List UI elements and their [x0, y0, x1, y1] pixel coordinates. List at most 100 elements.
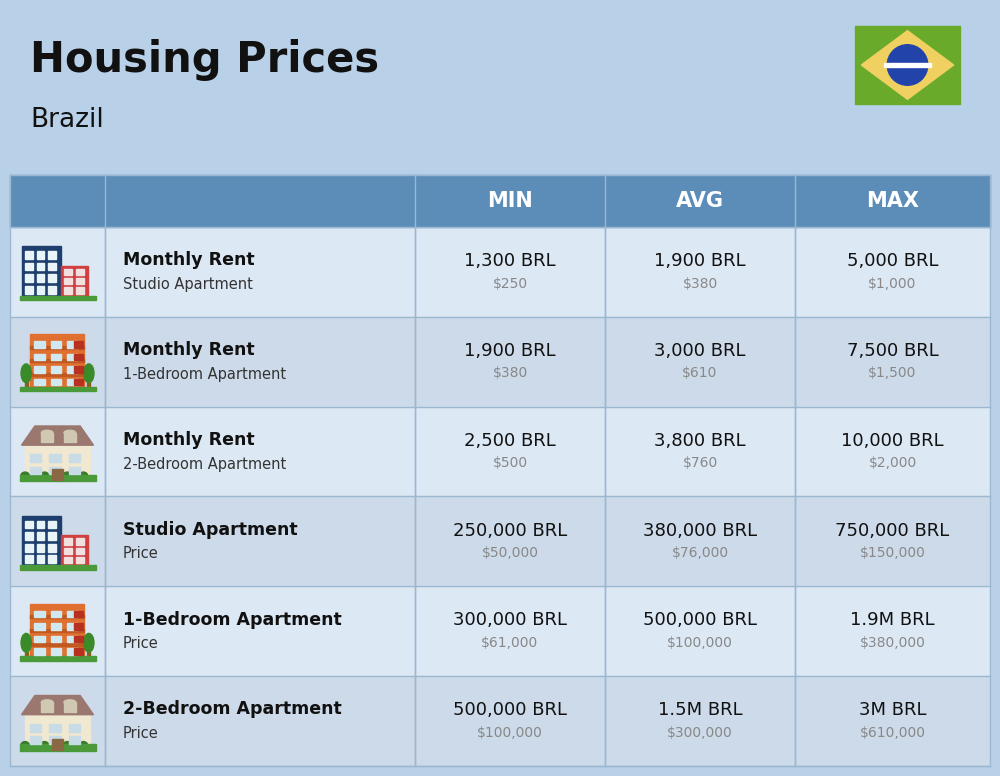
Bar	[74, 366, 83, 372]
Bar	[51, 379, 61, 386]
Bar	[30, 334, 84, 389]
Bar	[76, 287, 84, 294]
Bar	[20, 296, 96, 300]
Polygon shape	[861, 31, 954, 99]
Ellipse shape	[41, 700, 53, 705]
Bar	[34, 648, 45, 655]
Polygon shape	[22, 695, 94, 715]
Bar	[74, 648, 83, 655]
Bar	[30, 604, 84, 658]
Bar	[20, 386, 96, 391]
Bar	[30, 359, 84, 362]
Text: Monthly Rent: Monthly Rent	[123, 341, 255, 359]
Bar	[67, 623, 78, 630]
Bar	[25, 263, 33, 271]
Bar	[25, 715, 90, 750]
Bar	[30, 629, 84, 632]
Text: 2,500 BRL: 2,500 BRL	[464, 431, 556, 450]
Bar	[67, 648, 78, 655]
Bar	[61, 535, 88, 568]
Bar	[64, 548, 72, 554]
Ellipse shape	[84, 364, 94, 383]
Text: Brazil: Brazil	[30, 107, 104, 133]
Polygon shape	[22, 426, 94, 445]
Text: $380,000: $380,000	[860, 636, 925, 650]
Bar	[74, 636, 83, 643]
Ellipse shape	[40, 472, 49, 480]
Bar	[51, 611, 61, 618]
Text: $61,000: $61,000	[481, 636, 539, 650]
Bar	[67, 341, 78, 348]
Text: Housing Prices: Housing Prices	[30, 39, 379, 81]
Bar	[20, 475, 96, 481]
Ellipse shape	[21, 633, 31, 652]
Bar	[52, 469, 63, 480]
Text: AVG: AVG	[676, 191, 724, 211]
Text: $76,000: $76,000	[671, 546, 729, 560]
Bar	[64, 433, 76, 442]
Ellipse shape	[79, 472, 88, 480]
Text: $380: $380	[682, 276, 718, 290]
Ellipse shape	[21, 742, 29, 750]
Text: 500,000 BRL: 500,000 BRL	[643, 611, 757, 629]
Text: 2-Bedroom Apartment: 2-Bedroom Apartment	[123, 456, 286, 472]
Bar	[25, 556, 33, 563]
Text: 3,800 BRL: 3,800 BRL	[654, 431, 746, 450]
Text: Studio Apartment: Studio Apartment	[123, 521, 298, 539]
Bar	[69, 454, 80, 462]
Bar	[64, 702, 76, 712]
Text: Monthly Rent: Monthly Rent	[123, 251, 255, 269]
Bar	[25, 251, 33, 259]
Text: 300,000 BRL: 300,000 BRL	[453, 611, 567, 629]
Bar	[51, 366, 61, 372]
Bar	[22, 246, 61, 299]
Bar	[74, 611, 83, 618]
Bar	[41, 702, 53, 712]
Bar	[48, 544, 56, 552]
Bar	[49, 736, 61, 744]
Bar	[30, 346, 84, 349]
Bar	[37, 251, 44, 259]
Bar	[61, 265, 88, 299]
Bar	[34, 354, 45, 360]
Text: 2-Bedroom Apartment: 2-Bedroom Apartment	[123, 701, 342, 719]
Bar	[87, 383, 90, 390]
Text: $50,000: $50,000	[482, 546, 538, 560]
Bar	[30, 736, 41, 744]
Bar	[74, 341, 83, 348]
Bar	[30, 466, 41, 474]
Bar	[25, 383, 28, 390]
Bar	[22, 516, 61, 568]
Bar	[37, 556, 44, 563]
Bar	[34, 636, 45, 643]
Text: 1.5M BRL: 1.5M BRL	[658, 702, 742, 719]
Bar	[37, 544, 44, 552]
Text: MIN: MIN	[487, 191, 533, 211]
Bar	[51, 341, 61, 348]
Ellipse shape	[21, 364, 31, 383]
Bar	[25, 445, 90, 480]
Bar	[37, 521, 44, 528]
Text: $100,000: $100,000	[477, 726, 543, 740]
Bar	[30, 615, 84, 618]
Circle shape	[887, 45, 928, 85]
Ellipse shape	[63, 742, 72, 750]
Bar	[41, 433, 53, 442]
Ellipse shape	[84, 633, 94, 652]
Text: 380,000 BRL: 380,000 BRL	[643, 521, 757, 539]
Text: $760: $760	[682, 456, 718, 470]
Bar	[884, 63, 931, 68]
Bar	[10, 175, 990, 227]
Text: $610,000: $610,000	[860, 726, 926, 740]
Ellipse shape	[79, 742, 88, 750]
Bar	[69, 466, 80, 474]
Text: $300,000: $300,000	[667, 726, 733, 740]
Bar	[74, 354, 83, 360]
Bar	[25, 521, 33, 528]
Bar	[37, 286, 44, 293]
Bar	[67, 636, 78, 643]
Text: 250,000 BRL: 250,000 BRL	[453, 521, 567, 539]
Text: 3M BRL: 3M BRL	[859, 702, 926, 719]
Bar	[51, 636, 61, 643]
Bar	[25, 286, 33, 293]
